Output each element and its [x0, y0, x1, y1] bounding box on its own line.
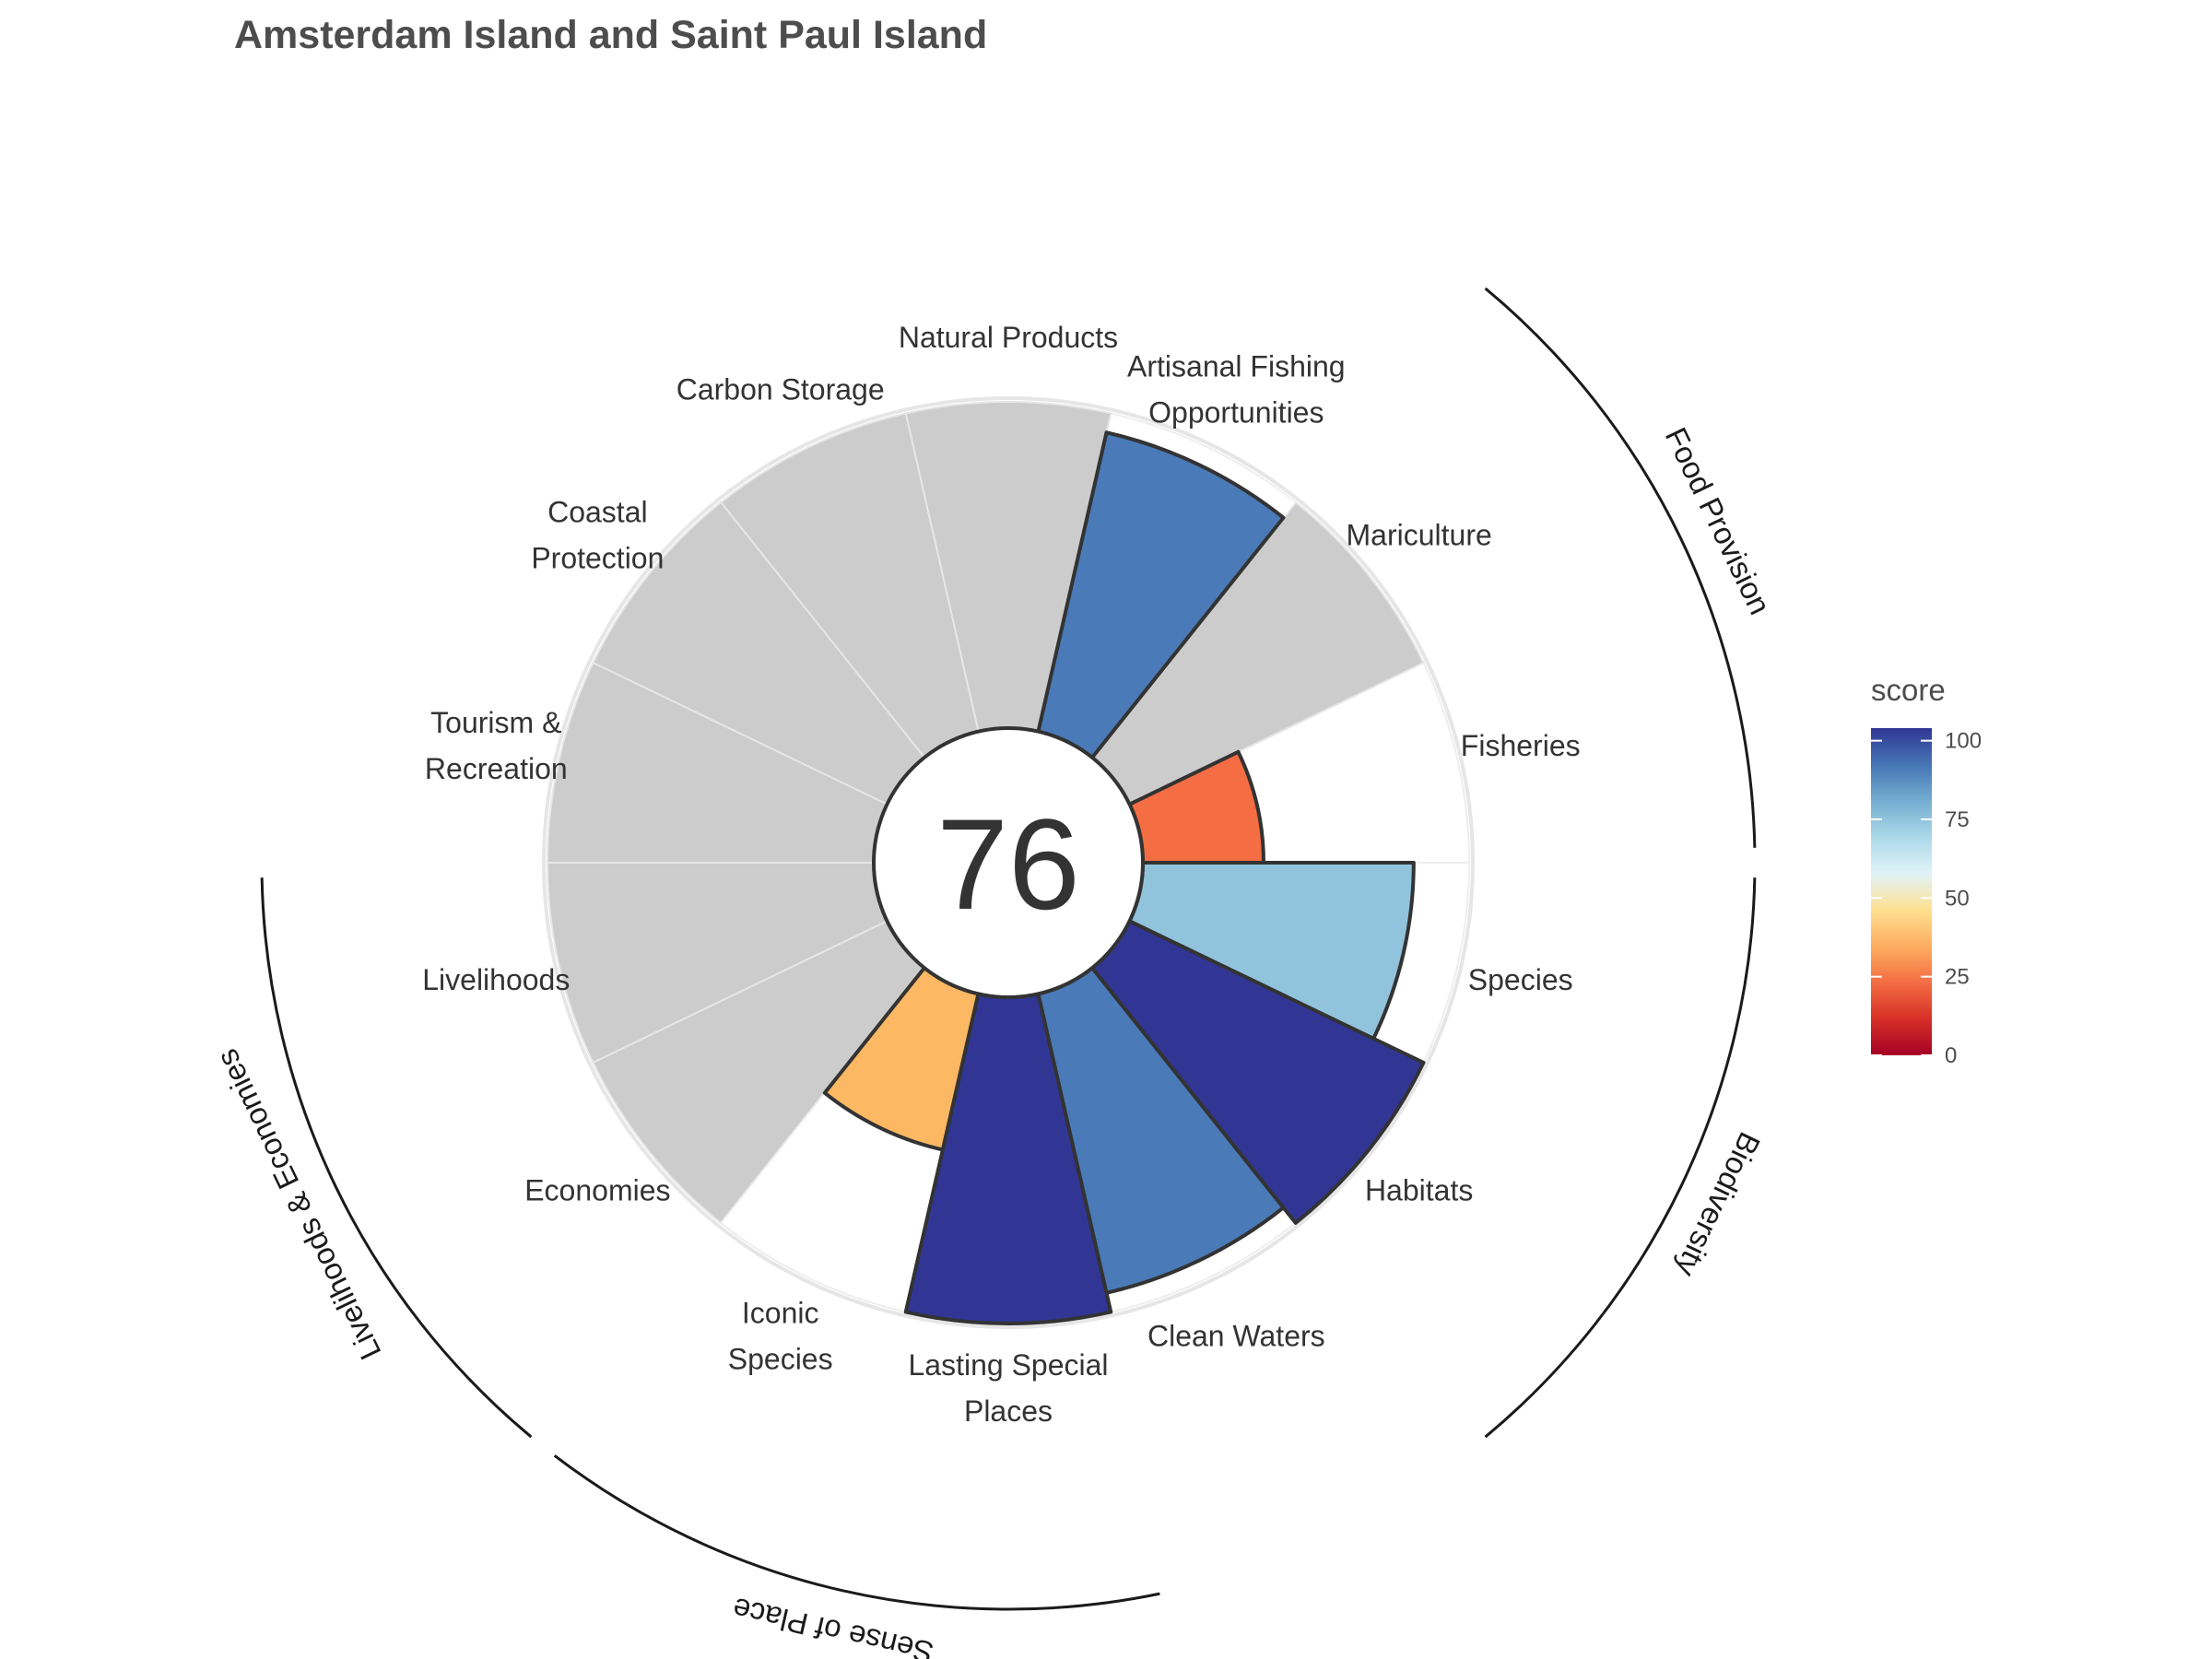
- legend-colorbar: [1871, 728, 1932, 1055]
- label-line: Livelihoods: [422, 963, 570, 996]
- label-habitats: Habitats: [1365, 1173, 1473, 1206]
- outer-grid-circle: [542, 396, 1475, 1329]
- center-score-disc: 76: [872, 726, 1145, 999]
- label-lasting-special-places: Lasting Special Places: [908, 1348, 1108, 1428]
- group-arc-biodiversity: [1484, 877, 1757, 1439]
- label-line: Species: [1468, 963, 1573, 996]
- legend-tick-label: 0: [1945, 1043, 1957, 1068]
- label-clean-waters: Clean Waters: [1147, 1320, 1325, 1353]
- legend-title: score: [1871, 673, 1946, 707]
- label-fisheries: Fisheries: [1461, 729, 1581, 762]
- label-line: Artisanal Fishing: [1127, 349, 1346, 382]
- label-artisanal-fishing-opportunities: Artisanal Fishing Opportunities: [1127, 349, 1346, 429]
- color-legend: score 0 25 50 75 100: [1871, 673, 1982, 1068]
- label-natural-products: Natural Products: [899, 321, 1118, 354]
- label-line: Economies: [524, 1173, 670, 1206]
- label-line: Recreation: [425, 752, 568, 785]
- center-score: 76: [936, 792, 1080, 936]
- label-line: Opportunities: [1148, 395, 1324, 429]
- legend-tick-label: 75: [1945, 807, 1970, 832]
- category-labels: Fisheries Mariculture Artisanal Fishing Opp…: [422, 321, 1580, 1428]
- group-arc-livelihoods-and-economies: [260, 877, 533, 1439]
- label-line: Protection: [531, 542, 664, 575]
- label-livelihoods: Livelihoods: [422, 963, 570, 996]
- label-line: Habitats: [1365, 1173, 1473, 1206]
- label-line: Lasting Special: [908, 1348, 1108, 1382]
- label-economies: Economies: [524, 1173, 670, 1206]
- group-label-biodiversity: Biodiversity: [1669, 1127, 1768, 1283]
- legend-tick-label: 50: [1945, 886, 1970, 911]
- group-arc-sense-of-place: [553, 1454, 1160, 1611]
- label-mariculture: Mariculture: [1347, 519, 1492, 552]
- label-line: Places: [964, 1394, 1053, 1428]
- group-arc-food-provision: [1484, 287, 1757, 848]
- label-line: Fisheries: [1461, 729, 1581, 762]
- label-line: Clean Waters: [1147, 1320, 1325, 1353]
- label-line: Carbon Storage: [677, 372, 885, 406]
- label-carbon-storage: Carbon Storage: [677, 372, 885, 406]
- group-label-food-provision: Food Provision: [1659, 422, 1778, 619]
- label-line: Iconic: [742, 1297, 819, 1330]
- score-bars: [822, 430, 1426, 1325]
- center-circle: [872, 726, 1145, 999]
- chart-title: Amsterdam Island and Saint Paul Island: [234, 13, 988, 57]
- label-line: Mariculture: [1347, 519, 1492, 552]
- label-tourism-and-recreation: Tourism & Recreation: [425, 706, 568, 785]
- label-line: Species: [728, 1343, 833, 1376]
- label-coastal-protection: Coastal Protection: [531, 496, 664, 575]
- label-iconic-species: Iconic Species: [728, 1297, 833, 1376]
- legend-tick-label: 100: [1945, 729, 1982, 754]
- label-line: Natural Products: [899, 321, 1118, 354]
- label-line: Tourism &: [430, 706, 561, 739]
- label-species: Species: [1468, 963, 1573, 996]
- legend-tick-label: 25: [1945, 965, 1970, 990]
- label-line: Coastal: [547, 496, 648, 529]
